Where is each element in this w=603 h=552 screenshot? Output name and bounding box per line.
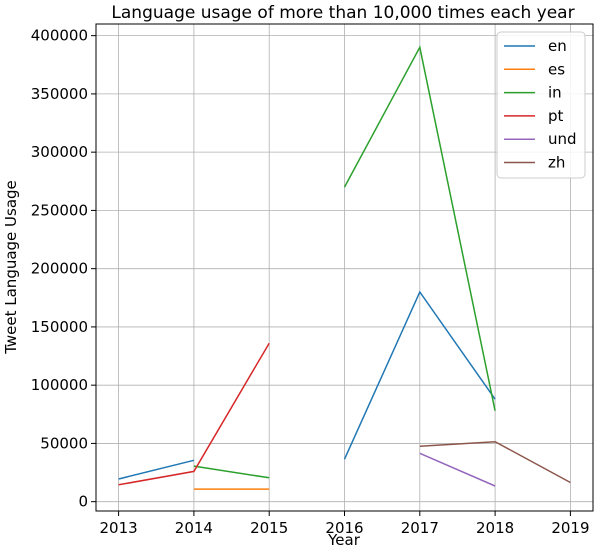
y-tick-label: 150000 [31,318,88,336]
series-lines [118,45,571,490]
y-tick-label: 300000 [31,143,88,161]
legend-label-zh: zh [548,154,565,172]
x-tick-label: 2019 [551,519,589,537]
series-line-pt [118,342,270,486]
y-axis-ticks: 0 50000 100000 150000 200000 250000 300000 3500… [31,27,96,511]
legend: en es in pt und zh [496,31,586,179]
x-tick-label: 2017 [401,519,439,537]
legend-label-en: en [548,37,567,55]
series-line-in [193,465,270,479]
y-axis-label: Tweet Language Usage [2,180,20,355]
x-tick-label: 2015 [250,519,288,537]
series-line-und [419,452,496,487]
series-line-zh [419,440,571,484]
y-tick-label: 200000 [31,260,88,278]
y-tick-label: 0 [78,493,88,511]
series-line-en [343,290,496,460]
x-tick-label: 2018 [476,519,514,537]
y-tick-label: 50000 [40,434,88,452]
x-tick-label: 2013 [99,519,137,537]
legend-label-und: und [548,130,577,148]
y-tick-label: 250000 [31,201,88,219]
legend-label-es: es [548,60,565,78]
grid [96,24,593,511]
chart-title: Language usage of more than 10,000 times… [111,3,574,23]
series-line-en [118,459,195,480]
legend-box [496,31,586,179]
y-tick-label: 400000 [31,27,88,45]
x-tick-label: 2016 [325,519,363,537]
legend-label-in: in [548,84,562,102]
series-line-in [343,45,496,411]
x-axis-ticks: 2013 2014 2015 2016 2017 2018 2019 [99,511,590,537]
x-axis-label: Year [327,531,361,549]
y-tick-label: 350000 [31,85,88,103]
y-tick-label: 100000 [31,376,88,394]
x-tick-label: 2014 [175,519,213,537]
legend-label-pt: pt [548,107,564,125]
